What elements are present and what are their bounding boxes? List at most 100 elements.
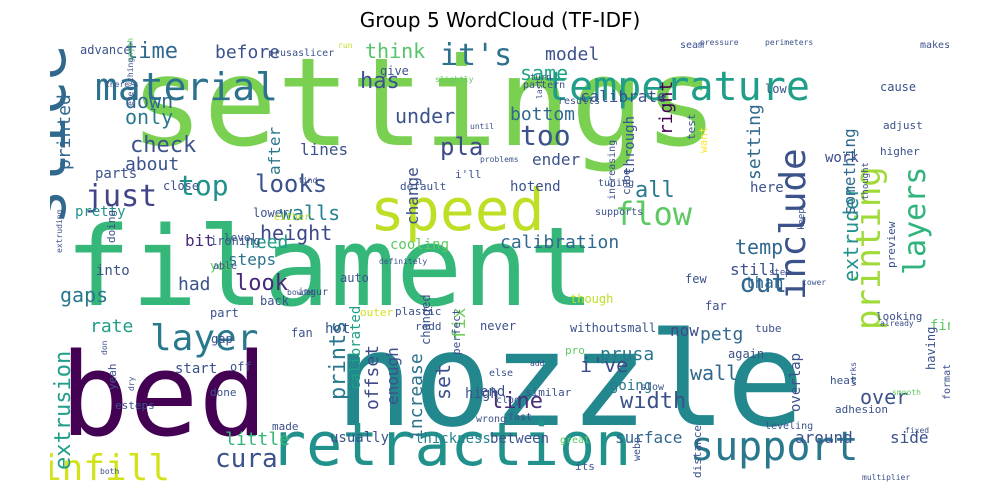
word-either: either — [274, 212, 310, 223]
word-just: just — [85, 179, 157, 214]
word-about: about — [125, 154, 179, 175]
word-seam: seam — [680, 40, 704, 51]
word-advance: advance — [80, 43, 131, 57]
word-model: model — [545, 44, 599, 65]
word-add: add — [530, 359, 545, 368]
word-flow: flow — [615, 195, 693, 233]
word-cube: cube — [620, 169, 633, 196]
word-everything: everything — [126, 58, 135, 106]
word-don: don — [100, 340, 109, 355]
word-settings: settings — [130, 38, 718, 174]
word-able: able — [213, 261, 237, 272]
word-hotend: hotend — [510, 179, 561, 195]
word-through: through — [622, 116, 638, 175]
word-both: both — [100, 467, 119, 476]
word-thought: thought — [861, 162, 871, 200]
word-yeah: yeah — [106, 364, 119, 391]
word-temp: temp — [735, 235, 783, 259]
word-adjust: adjust — [883, 119, 923, 132]
word-far: far — [705, 299, 727, 313]
word-around: around — [795, 428, 853, 447]
word-until: until — [470, 122, 494, 131]
word-having: having — [924, 327, 938, 370]
word-run: run — [338, 41, 353, 50]
word-its: its — [575, 460, 595, 473]
word-tuning: tuning — [598, 178, 634, 189]
word-ironing: ironing — [210, 234, 261, 248]
word-results: results — [558, 96, 600, 107]
word-cura: cura — [215, 444, 278, 474]
word-imgur: imgur — [298, 287, 328, 298]
word-test: test — [685, 114, 698, 141]
word-increase: increase — [406, 353, 427, 440]
word-only: only — [125, 105, 173, 129]
word-infill: infill — [50, 448, 170, 488]
word-esteps: esteps — [115, 399, 155, 412]
word-pla: pla — [440, 133, 483, 161]
word-setting: setting — [744, 104, 765, 180]
word-prints: prints — [326, 321, 351, 400]
word-enough: enough — [383, 347, 402, 405]
word-anything: anything — [126, 38, 135, 62]
word-small: small — [620, 321, 656, 335]
word-there-s: there's — [105, 80, 139, 89]
word-width: width — [620, 389, 686, 414]
word-without: without — [570, 321, 621, 335]
word-cooling: cooling — [390, 237, 449, 253]
word-fine: fine — [930, 318, 950, 334]
word-few: few — [685, 272, 707, 286]
word-increasing: increasing — [607, 140, 618, 200]
word-slow: slow — [640, 382, 665, 393]
word-looking: looking — [876, 310, 922, 323]
word-yes: yes — [210, 259, 232, 273]
word-step: step — [769, 268, 791, 278]
word-similar: similar — [525, 386, 572, 399]
word-walls: walls — [280, 201, 340, 225]
word-set: set — [431, 364, 455, 400]
word-lines: lines — [300, 140, 348, 159]
word-bit: bit — [185, 231, 214, 250]
word-preview: preview — [885, 221, 898, 268]
word-doing: doing — [105, 210, 118, 243]
word-height: height — [260, 221, 332, 245]
word-speed: speed — [370, 176, 545, 244]
word-usually: usually — [330, 430, 389, 446]
word-redd: redd — [415, 320, 442, 333]
word-ender: ender — [532, 150, 581, 169]
word-check: check — [130, 133, 196, 158]
word-look: look — [235, 271, 288, 296]
word-pretty: pretty — [75, 204, 126, 220]
word-petg: petg — [700, 324, 743, 345]
word-great: great — [560, 435, 590, 446]
word-into: into — [96, 263, 130, 279]
word-extruding: extruding — [55, 209, 64, 253]
word-makes: makes — [920, 40, 950, 51]
word-under: under — [395, 104, 455, 128]
word-include: include — [773, 148, 814, 300]
word-dry: dry — [127, 376, 136, 391]
word-pattern: pattern — [523, 80, 565, 91]
word-steps: steps — [228, 250, 276, 269]
word-find: find — [298, 176, 317, 185]
word-give: give — [380, 64, 409, 78]
word-material: material — [95, 65, 278, 109]
word-after: after — [265, 126, 284, 175]
word-wall: wall — [690, 361, 738, 385]
word-thickness: thickness — [415, 431, 491, 447]
word-looks: looks — [255, 170, 327, 198]
word-same: same — [520, 61, 568, 85]
word-layers: layers — [898, 167, 933, 275]
word-prusaslicer: prusaslicer — [268, 48, 334, 59]
word-filament: filament — [65, 203, 595, 331]
word-has: has — [360, 69, 400, 94]
chart-title: Group 5 WordCloud (TF-IDF) — [359, 8, 641, 32]
word-tube: tube — [755, 322, 782, 335]
word-printed: printed — [54, 94, 75, 170]
word-need: need — [245, 232, 288, 253]
word-clog: clog — [496, 395, 520, 406]
word-down: down — [125, 89, 173, 113]
word-before: before — [215, 42, 280, 63]
word-pro: pro — [565, 344, 585, 357]
word-it-s: it's — [440, 38, 512, 73]
word-top: top — [178, 169, 229, 202]
